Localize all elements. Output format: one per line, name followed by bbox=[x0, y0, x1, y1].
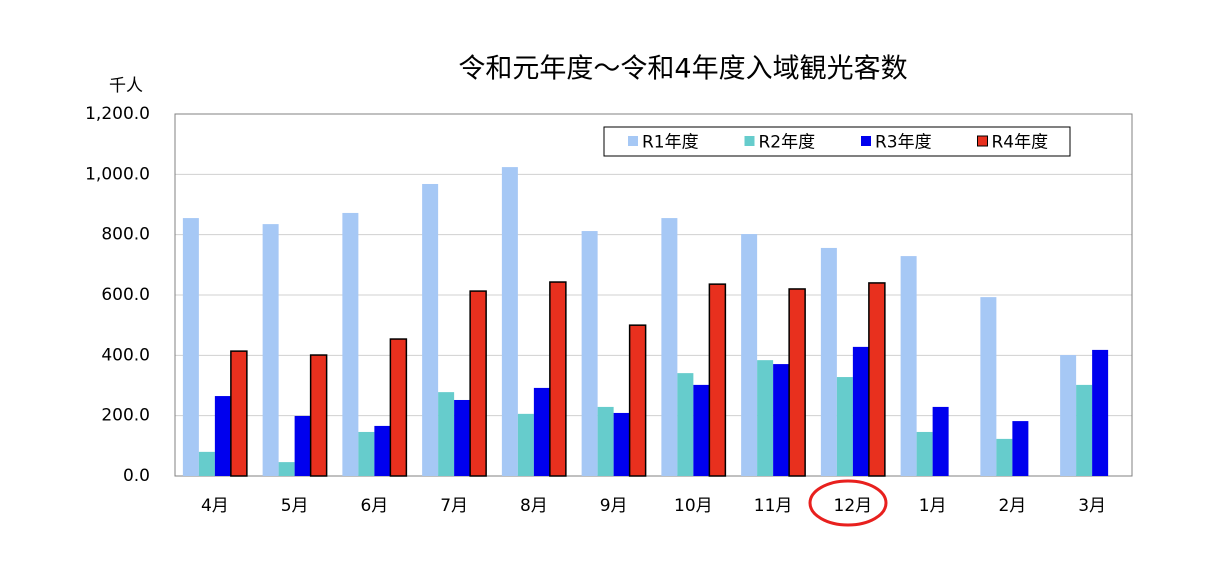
bar bbox=[788, 288, 806, 477]
bar bbox=[198, 451, 215, 476]
x-tick-label: 10月 bbox=[674, 496, 713, 516]
x-tick-label: 5月 bbox=[281, 496, 309, 516]
bar bbox=[214, 396, 231, 476]
bar bbox=[389, 338, 408, 477]
bar bbox=[661, 218, 678, 476]
bar bbox=[613, 412, 630, 476]
bar bbox=[852, 346, 869, 476]
bar bbox=[517, 413, 534, 476]
x-tick-label: 8月 bbox=[520, 496, 548, 516]
bar bbox=[996, 438, 1013, 476]
y-unit: 千人 bbox=[109, 76, 143, 96]
bar bbox=[773, 364, 790, 476]
bar bbox=[1092, 349, 1109, 476]
legend-label: R2年度 bbox=[759, 133, 816, 153]
bar bbox=[757, 360, 774, 476]
bar bbox=[182, 218, 199, 476]
legend-label: R3年度 bbox=[875, 133, 932, 153]
plot-frame bbox=[174, 113, 1133, 477]
bar bbox=[677, 373, 694, 476]
y-tick-label: 1,000.0 bbox=[85, 164, 150, 184]
bar bbox=[1076, 384, 1093, 476]
bar bbox=[549, 281, 567, 477]
bar bbox=[422, 183, 439, 476]
bar bbox=[262, 224, 279, 476]
y-tick-label: 1,200.0 bbox=[85, 104, 150, 124]
bar bbox=[820, 247, 837, 476]
bar bbox=[533, 387, 550, 476]
bar bbox=[438, 392, 455, 476]
legend-box bbox=[603, 126, 1071, 157]
bar bbox=[708, 283, 727, 477]
bar bbox=[1012, 421, 1029, 476]
bar bbox=[1060, 355, 1077, 476]
bar bbox=[342, 212, 359, 477]
legend-label: R4年度 bbox=[992, 133, 1049, 153]
bar bbox=[454, 399, 471, 476]
bar bbox=[980, 297, 997, 476]
bar bbox=[358, 431, 375, 476]
x-tick-label: 1月 bbox=[919, 496, 947, 516]
bar bbox=[597, 406, 614, 476]
bar bbox=[501, 167, 518, 477]
bar bbox=[741, 234, 758, 476]
bar bbox=[868, 282, 886, 477]
bar bbox=[294, 415, 311, 476]
x-tick-label: 2月 bbox=[998, 496, 1026, 516]
bar bbox=[230, 350, 248, 477]
highlight-circle bbox=[808, 479, 888, 527]
bar bbox=[916, 431, 933, 476]
legend-swatch bbox=[977, 135, 988, 147]
bar bbox=[469, 290, 487, 477]
bar bbox=[628, 324, 647, 477]
chart-title: 令和元年度～令和4年度入域観光客数 bbox=[458, 54, 907, 85]
y-tick-label: 0.0 bbox=[123, 466, 150, 486]
bar bbox=[693, 384, 710, 476]
bar bbox=[309, 354, 328, 477]
x-tick-label: 9月 bbox=[600, 496, 628, 516]
bar bbox=[374, 425, 391, 476]
x-tick-label: 3月 bbox=[1078, 496, 1106, 516]
x-tick-label: 7月 bbox=[440, 496, 468, 516]
bar bbox=[278, 462, 295, 476]
legend-swatch bbox=[744, 136, 755, 146]
y-tick-label: 600.0 bbox=[101, 285, 150, 305]
x-tick-label: 4月 bbox=[201, 496, 229, 516]
y-tick-label: 800.0 bbox=[101, 225, 150, 245]
legend-label: R1年度 bbox=[642, 133, 699, 153]
bar bbox=[836, 377, 853, 476]
y-tick-label: 400.0 bbox=[101, 345, 150, 365]
x-tick-label: 6月 bbox=[360, 496, 388, 516]
x-tick-label: 12月 bbox=[834, 496, 873, 516]
bar bbox=[932, 406, 949, 476]
legend-swatch bbox=[628, 136, 638, 146]
bar bbox=[581, 231, 598, 476]
x-tick-label: 11月 bbox=[754, 496, 793, 516]
legend-swatch bbox=[861, 136, 871, 146]
bar bbox=[900, 256, 917, 476]
y-tick-label: 200.0 bbox=[101, 406, 150, 426]
